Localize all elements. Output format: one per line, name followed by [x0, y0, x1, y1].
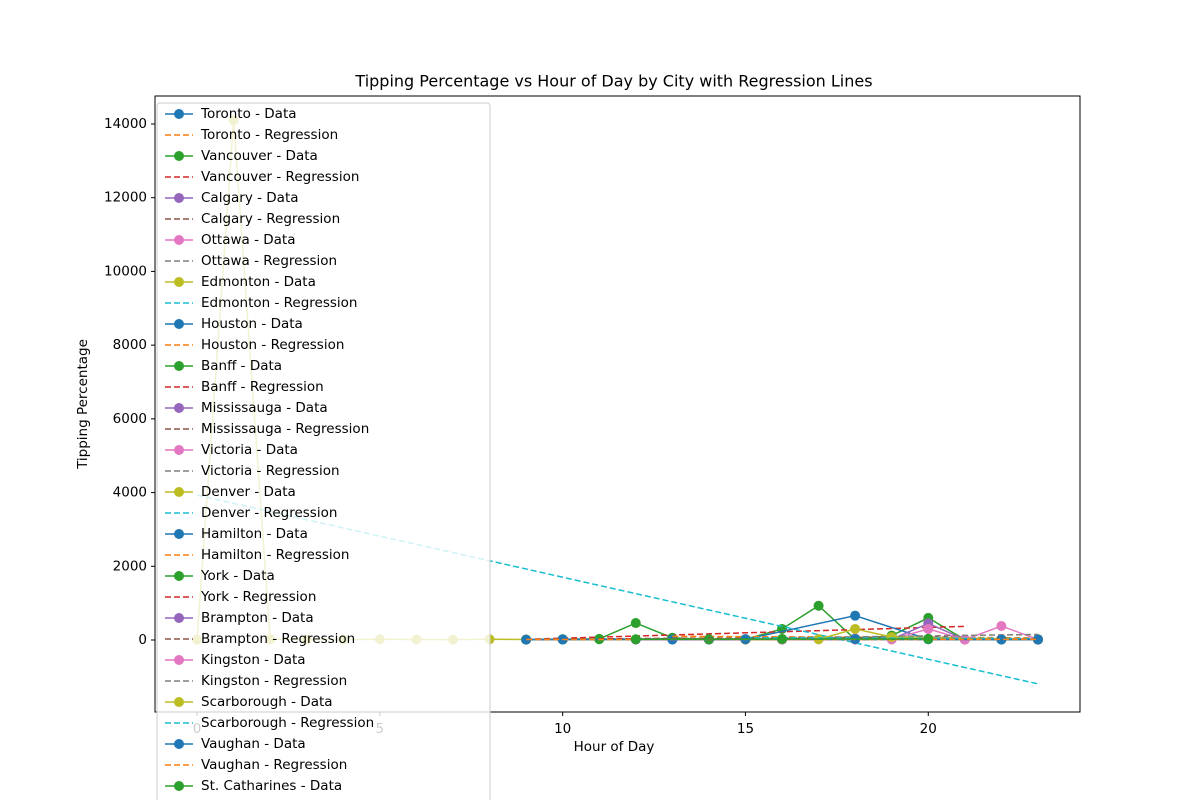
- data-point: [813, 600, 824, 611]
- legend-marker: [174, 697, 184, 707]
- y-tick-label: 4000: [113, 485, 147, 501]
- legend-label: St. Catharines - Data: [201, 778, 342, 794]
- data-point: [923, 623, 934, 634]
- legend-label: Toronto - Regression: [200, 127, 338, 143]
- y-axis-label: Tipping Percentage: [75, 339, 91, 470]
- legend-marker: [174, 487, 184, 497]
- y-tick-label: 10000: [104, 263, 147, 279]
- data-point: [630, 634, 641, 645]
- legend-marker: [174, 445, 184, 455]
- legend-marker: [174, 655, 184, 665]
- data-point: [850, 623, 861, 634]
- legend-label: Mississauga - Regression: [201, 421, 369, 437]
- legend: Toronto - Data Toronto - Regression Vancou…: [156, 102, 491, 800]
- y-tick-label: 6000: [113, 411, 147, 427]
- legend-label: Vaughan - Regression: [201, 757, 347, 773]
- legend-marker: [174, 739, 184, 749]
- y-tick-label: 8000: [113, 337, 147, 353]
- legend-marker: [174, 781, 184, 791]
- axes-frame: [154, 95, 1081, 713]
- legend-marker: [174, 109, 184, 119]
- x-tick-label: 10: [554, 721, 571, 737]
- legend-label: York - Data: [200, 568, 275, 584]
- legend-label: Edmonton - Data: [201, 274, 316, 290]
- legend-marker: [174, 361, 184, 371]
- legend-label: Denver - Regression: [201, 505, 337, 521]
- legend-label: York - Regression: [200, 589, 316, 605]
- series-line: [745, 637, 1038, 640]
- legend-label: Kingston - Regression: [201, 673, 347, 689]
- data-point: [923, 633, 934, 644]
- data-point: [996, 621, 1007, 632]
- x-axis-label: Hour of Day: [574, 739, 655, 755]
- data-point: [521, 634, 532, 645]
- legend-label: Edmonton - Regression: [201, 295, 357, 311]
- legend-label: Victoria - Regression: [201, 463, 340, 479]
- legend-label: Houston - Data: [201, 316, 303, 332]
- chart-title: Tipping Percentage vs Hour of Day by Cit…: [354, 72, 872, 91]
- legend-label: Calgary - Regression: [201, 211, 340, 227]
- data-point: [850, 610, 861, 621]
- legend-label: Kingston - Data: [201, 652, 306, 668]
- legend-marker: [174, 403, 184, 413]
- y-tick-label: 2000: [113, 558, 147, 574]
- legend-label: Hamilton - Regression: [201, 547, 349, 563]
- data-point: [777, 634, 788, 645]
- legend-label: Banff - Data: [201, 358, 282, 374]
- legend-box: [156, 102, 491, 800]
- legend-label: Mississauga - Data: [201, 400, 328, 416]
- legend-label: Ottawa - Data: [201, 232, 296, 248]
- legend-label: Vaughan - Data: [201, 736, 306, 752]
- legend-label: Brampton - Data: [201, 610, 314, 626]
- legend-label: Brampton - Regression: [201, 631, 355, 647]
- legend-label: Victoria - Data: [201, 442, 298, 458]
- data-point: [886, 632, 897, 643]
- y-tick-label: 0: [138, 632, 147, 648]
- legend-label: Houston - Regression: [201, 337, 344, 353]
- series-line: [782, 633, 1038, 639]
- legend-label: Denver - Data: [201, 484, 296, 500]
- legend-marker: [174, 277, 184, 287]
- legend-marker: [174, 529, 184, 539]
- legend-label: Hamilton - Data: [201, 526, 308, 542]
- legend-label: Toronto - Data: [200, 106, 297, 122]
- legend-marker: [174, 151, 184, 161]
- legend-label: Calgary - Data: [201, 190, 299, 206]
- y-tick-label: 14000: [104, 116, 147, 132]
- legend-marker: [174, 319, 184, 329]
- legend-marker: [174, 571, 184, 581]
- legend-marker: [174, 235, 184, 245]
- legend-label: Ottawa - Regression: [201, 253, 337, 269]
- x-tick-label: 20: [920, 721, 937, 737]
- data-point: [630, 618, 641, 629]
- legend-marker: [174, 613, 184, 623]
- legend-label: Vancouver - Data: [201, 148, 318, 164]
- legend-label: Banff - Regression: [201, 379, 324, 395]
- data-point: [996, 634, 1007, 645]
- legend-label: Vancouver - Regression: [201, 169, 359, 185]
- legend-label: Scarborough - Data: [201, 694, 333, 710]
- legend-label: Scarborough - Regression: [201, 715, 374, 731]
- y-tick-label: 12000: [104, 190, 147, 206]
- x-tick-label: 15: [737, 721, 754, 737]
- legend-marker: [174, 193, 184, 203]
- data-point: [1032, 634, 1043, 645]
